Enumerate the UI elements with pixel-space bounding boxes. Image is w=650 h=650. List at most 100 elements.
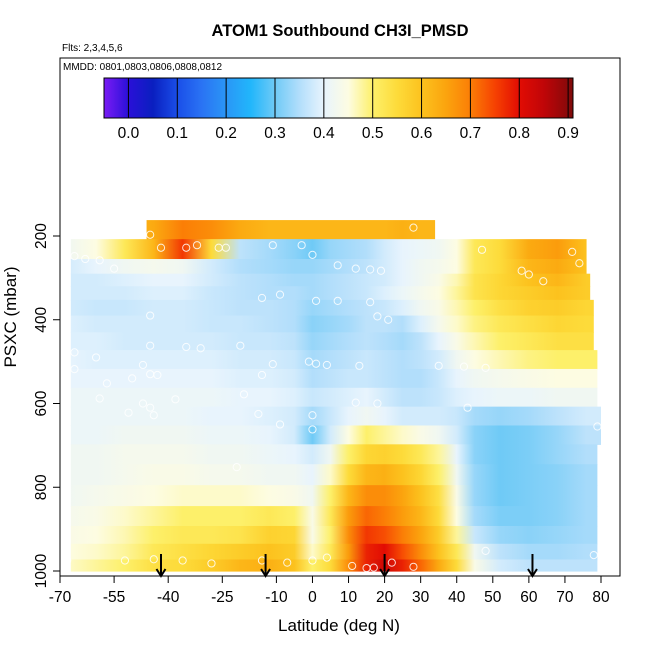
sample-point xyxy=(232,463,241,472)
sample-point xyxy=(207,559,216,568)
sample-point xyxy=(409,223,418,232)
heatmap-row xyxy=(70,506,598,527)
sample-point xyxy=(355,361,364,370)
y-axis: 200 400 600 800 1000 xyxy=(33,223,61,588)
sample-point xyxy=(171,395,180,404)
sample-point xyxy=(221,243,231,252)
colorbar-tick-label: 0.0 xyxy=(118,125,140,142)
sample-point xyxy=(178,556,187,565)
colorbar-tick-label: 0.3 xyxy=(264,125,286,142)
x-tick-label: 60 xyxy=(520,589,538,606)
sample-point xyxy=(459,362,469,371)
sample-point xyxy=(387,558,396,567)
sample-point xyxy=(149,411,158,420)
y-tick-label: 600 xyxy=(33,390,50,416)
sample-point xyxy=(275,420,285,429)
sample-point xyxy=(524,270,533,279)
dates-label: MMDD: 0801,0803,0806,0808,0812 xyxy=(63,62,222,73)
sample-point xyxy=(568,247,577,257)
x-tick-label: 80 xyxy=(592,589,610,606)
heatmap-row xyxy=(70,444,598,465)
sample-point xyxy=(138,360,148,370)
heatmap-row xyxy=(70,239,587,260)
heatmap-row xyxy=(70,464,598,486)
x-tick-label: 20 xyxy=(376,589,394,606)
colorbar-tick-label: 0.1 xyxy=(167,125,189,142)
sample-point xyxy=(373,399,382,408)
sample-point xyxy=(268,360,277,369)
sample-point xyxy=(311,359,321,368)
sample-point xyxy=(146,341,155,350)
sample-point xyxy=(351,398,360,407)
heatmap-row xyxy=(70,286,591,301)
heatmap-row xyxy=(70,485,598,507)
colorbar: 0.0 0.1 0.2 0.3 0.4 0.5 0.6 0.7 0.8 0.9 xyxy=(103,77,579,142)
sample-point xyxy=(409,562,418,571)
sample-point xyxy=(239,390,249,399)
flights-label: Flts: 2,3,4,5,6 xyxy=(62,43,123,54)
sample-point xyxy=(257,370,267,380)
sample-point xyxy=(81,254,90,264)
sample-point xyxy=(366,298,375,307)
sample-point xyxy=(153,370,162,380)
chart-title: ATOM1 Southbound CH3I_PMSD xyxy=(212,22,469,40)
heatmap-row xyxy=(70,387,598,408)
sample-point xyxy=(182,342,191,352)
x-tick-label: -25 xyxy=(211,589,233,606)
sample-point xyxy=(477,245,487,254)
heatmap-layer xyxy=(70,220,601,572)
sample-point xyxy=(308,425,317,434)
sample-point xyxy=(434,361,443,370)
sample-point xyxy=(149,555,158,564)
heatmap-row xyxy=(70,299,594,317)
sample-point xyxy=(481,363,490,373)
x-tick-label: 70 xyxy=(556,589,574,606)
heatmap-row xyxy=(70,425,601,445)
heatmap-row xyxy=(70,259,587,275)
x-tick-label: 50 xyxy=(484,589,502,606)
sample-point xyxy=(333,296,342,306)
colorbar-tick-label: 0.5 xyxy=(362,125,384,142)
y-tick-label: 800 xyxy=(33,474,50,500)
x-axis-label: Latitude (deg N) xyxy=(278,616,400,635)
sample-point xyxy=(146,403,155,412)
x-tick-label: 30 xyxy=(412,589,430,606)
heatmap-row xyxy=(70,332,594,351)
sample-point xyxy=(333,261,342,270)
sample-point xyxy=(70,365,79,374)
x-tick-label: -10 xyxy=(265,589,288,606)
sample-point xyxy=(297,241,306,250)
x-tick-label: 10 xyxy=(340,589,358,606)
colorbar-tick-label: 0.2 xyxy=(215,125,237,142)
x-tick-label: 0 xyxy=(308,589,317,606)
sample-point xyxy=(322,553,331,562)
sample-point xyxy=(138,399,148,408)
sample-point xyxy=(128,374,137,383)
sample-point xyxy=(283,558,292,567)
sample-point xyxy=(120,556,130,565)
sample-point xyxy=(351,264,360,273)
sample-point xyxy=(254,409,263,419)
colorbar-tick-label: 0.9 xyxy=(557,125,579,142)
heatmap-row xyxy=(70,559,598,572)
sample-point xyxy=(593,422,602,431)
colorbar-tick-label: 0.7 xyxy=(460,125,482,142)
sample-point xyxy=(373,312,382,321)
sample-point xyxy=(268,241,277,250)
sample-point xyxy=(70,252,79,261)
sample-point xyxy=(384,315,393,324)
colorbar-tick-label: 0.8 xyxy=(508,125,530,142)
heatmap-row xyxy=(70,273,591,287)
sample-point xyxy=(95,256,104,265)
sample-point xyxy=(575,259,584,268)
x-tick-label: 40 xyxy=(448,589,466,606)
sample-point xyxy=(146,311,155,320)
y-tick-label: 1000 xyxy=(33,553,50,588)
x-tick-label: -40 xyxy=(157,589,180,606)
sample-point xyxy=(275,290,285,299)
sample-point xyxy=(348,561,357,571)
sample-point xyxy=(366,265,375,274)
heatmap-row xyxy=(70,350,598,370)
sample-points-layer xyxy=(63,223,602,573)
